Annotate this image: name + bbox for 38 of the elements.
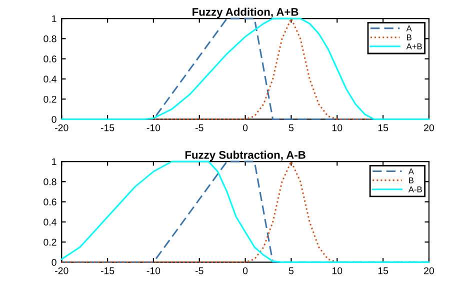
y-tick-label: 0.6 xyxy=(44,198,56,206)
legend-label: A+B xyxy=(406,44,422,50)
y-tick-label: 1 xyxy=(52,15,56,22)
x-tick-label: 5 xyxy=(288,124,294,132)
x-tick-label: -10 xyxy=(146,267,160,274)
x-tick-label: 5 xyxy=(288,267,294,274)
y-tick-label: 0.2 xyxy=(44,96,56,103)
y-tick-label: 0.2 xyxy=(44,238,56,246)
y-tick-label: 0 xyxy=(52,116,56,123)
x-tick-label: 20 xyxy=(424,267,434,274)
x-tick-label: -20 xyxy=(55,267,68,274)
x-tick-label: -15 xyxy=(100,124,114,132)
y-tick-label: 0 xyxy=(52,258,56,266)
x-tick-label: -10 xyxy=(146,124,160,132)
x-tick-label: 10 xyxy=(332,267,342,274)
chart-title: Fuzzy Addition, A+B xyxy=(192,8,298,18)
x-tick-label: -5 xyxy=(195,267,204,274)
legend-label: A xyxy=(408,168,414,174)
legend-label: A-B xyxy=(408,186,422,192)
x-tick-label: 10 xyxy=(332,124,342,132)
legend-label: B xyxy=(407,34,412,40)
x-tick-label: 0 xyxy=(242,267,248,274)
y-tick-label: 0.4 xyxy=(44,76,56,83)
y-tick-label: 1 xyxy=(52,158,56,166)
legend-label: A xyxy=(406,26,412,32)
x-tick-label: -15 xyxy=(100,267,114,274)
x-tick-label: 20 xyxy=(424,124,434,132)
y-tick-label: 0.8 xyxy=(44,35,56,42)
y-tick-label: 0.6 xyxy=(44,56,56,62)
x-tick-label: -5 xyxy=(195,124,204,132)
x-tick-label: 15 xyxy=(378,124,388,132)
x-tick-label: 0 xyxy=(242,124,248,132)
x-tick-label: -20 xyxy=(55,124,68,132)
legend-label: B xyxy=(409,178,414,184)
y-tick-label: 0.4 xyxy=(44,218,56,226)
chart-title: Fuzzy Subtraction, A-B xyxy=(185,150,306,162)
x-tick-label: 15 xyxy=(378,267,388,274)
y-tick-label: 0.8 xyxy=(44,178,56,186)
